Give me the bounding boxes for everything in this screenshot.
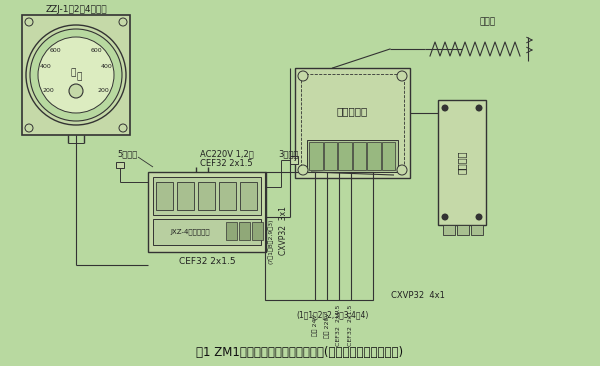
Circle shape	[442, 105, 449, 112]
Bar	[307, 140, 398, 172]
Text: 直流 24V: 直流 24V	[312, 314, 318, 336]
Circle shape	[69, 84, 83, 98]
Circle shape	[397, 165, 407, 175]
Text: 分: 分	[76, 72, 82, 82]
Text: 400: 400	[101, 64, 113, 69]
Bar	[295, 68, 410, 178]
Bar	[438, 100, 486, 225]
Text: JXZ-4数字指示器: JXZ-4数字指示器	[170, 229, 209, 235]
Bar	[148, 172, 266, 252]
Text: CEF32  2x1.5: CEF32 2x1.5	[337, 304, 341, 346]
Bar	[156, 182, 173, 210]
Bar	[226, 222, 237, 240]
Bar	[443, 225, 455, 235]
Circle shape	[119, 124, 127, 132]
Bar	[153, 177, 261, 215]
Text: AC220V 1,2脚: AC220V 1,2脚	[200, 149, 254, 158]
Bar	[116, 162, 124, 168]
Text: ZZJ-1，2，4指示器: ZZJ-1，2，4指示器	[45, 4, 107, 14]
Bar	[265, 172, 373, 300]
Text: 交流 220V: 交流 220V	[324, 312, 330, 338]
Bar	[367, 142, 380, 170]
Circle shape	[476, 105, 482, 112]
Bar	[22, 15, 130, 135]
Text: CXVP32  3x1: CXVP32 3x1	[278, 206, 287, 255]
Text: 电路接线盒: 电路接线盒	[337, 106, 368, 116]
Text: 转: 转	[70, 68, 76, 78]
Circle shape	[38, 37, 114, 113]
Bar	[471, 225, 483, 235]
Text: 400: 400	[39, 64, 51, 69]
Circle shape	[25, 124, 33, 132]
Text: CEF32  2x1.5: CEF32 2x1.5	[349, 304, 353, 346]
Text: CEF32 2x1.5: CEF32 2x1.5	[200, 160, 253, 168]
Circle shape	[298, 71, 308, 81]
Text: 传感器组: 传感器组	[457, 151, 467, 174]
Bar	[177, 182, 194, 210]
Text: 3芯插座: 3芯插座	[278, 149, 298, 158]
Bar	[219, 182, 236, 210]
Bar	[153, 219, 261, 245]
Bar	[240, 182, 257, 210]
Bar	[353, 142, 366, 170]
Bar	[290, 156, 298, 164]
Bar	[457, 225, 469, 235]
Text: 5芯插座: 5芯插座	[118, 149, 138, 158]
Bar	[338, 142, 352, 170]
Circle shape	[442, 213, 449, 220]
Text: (7接1，8接2,9接3): (7接1，8接2,9接3)	[268, 218, 274, 264]
Circle shape	[25, 18, 33, 26]
Bar	[239, 222, 250, 240]
Circle shape	[30, 29, 122, 121]
Circle shape	[119, 18, 127, 26]
Bar	[309, 142, 323, 170]
Bar	[252, 222, 263, 240]
Bar	[301, 74, 404, 172]
Text: 600: 600	[50, 48, 61, 53]
Text: CXVP32  4x1: CXVP32 4x1	[391, 291, 445, 299]
Text: (1接1，2接2,3接3,4接4): (1接1，2接2,3接3,4接4)	[297, 310, 369, 320]
Text: 信号盒: 信号盒	[480, 18, 496, 26]
Bar	[323, 142, 337, 170]
Text: CEF32 2x1.5: CEF32 2x1.5	[179, 257, 235, 265]
Text: 图1 ZM1型非接触式测速装置系统图(电路接线盒为填料函型): 图1 ZM1型非接触式测速装置系统图(电路接线盒为填料函型)	[196, 346, 404, 359]
Text: 200: 200	[43, 89, 54, 93]
Circle shape	[26, 25, 126, 125]
Circle shape	[397, 71, 407, 81]
Text: 600: 600	[91, 48, 103, 53]
Bar	[198, 182, 215, 210]
Circle shape	[298, 165, 308, 175]
Bar	[382, 142, 395, 170]
Circle shape	[476, 213, 482, 220]
Text: 200: 200	[98, 89, 110, 93]
